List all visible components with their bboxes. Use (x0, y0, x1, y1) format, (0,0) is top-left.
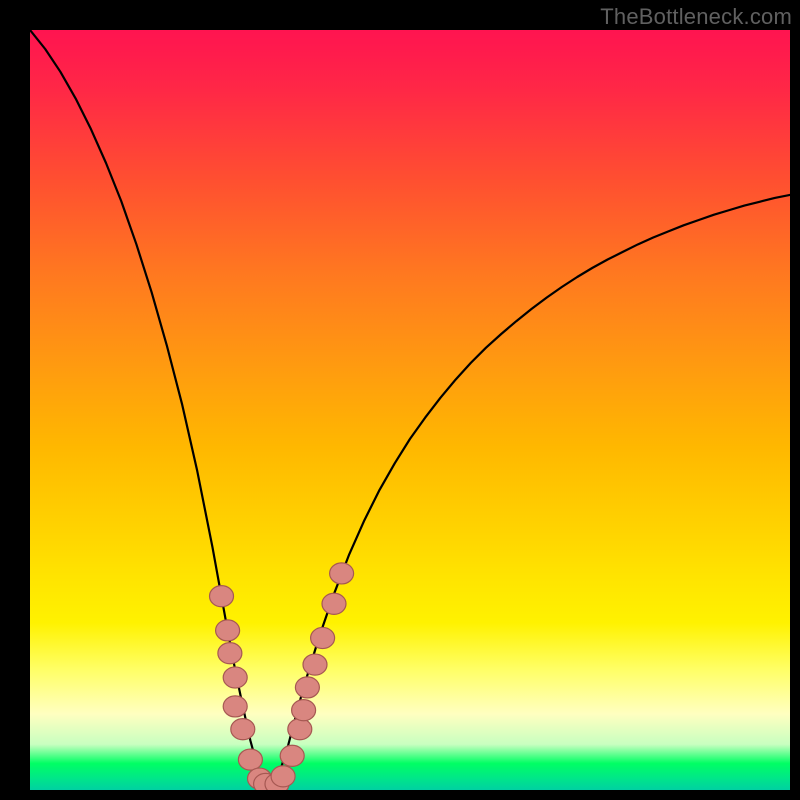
curve-marker (216, 620, 240, 641)
curve-marker (231, 719, 255, 740)
curve-marker (288, 719, 312, 740)
curve-marker (218, 643, 242, 664)
curve-marker (303, 654, 327, 675)
curve-marker (292, 700, 316, 721)
chart-overlay (30, 30, 790, 790)
bottleneck-curve (30, 30, 790, 785)
curve-marker (295, 677, 319, 698)
curve-marker (210, 586, 234, 607)
curve-marker (330, 563, 354, 584)
watermark: TheBottleneck.com (600, 4, 792, 30)
curve-marker (223, 667, 247, 688)
curve-marker (223, 696, 247, 717)
curve-marker (311, 627, 335, 648)
curve-marker (280, 745, 304, 766)
curve-marker (238, 749, 262, 770)
curve-marker (322, 593, 346, 614)
plot-area (30, 30, 790, 790)
curve-marker (271, 766, 295, 787)
marker-group (210, 563, 354, 790)
